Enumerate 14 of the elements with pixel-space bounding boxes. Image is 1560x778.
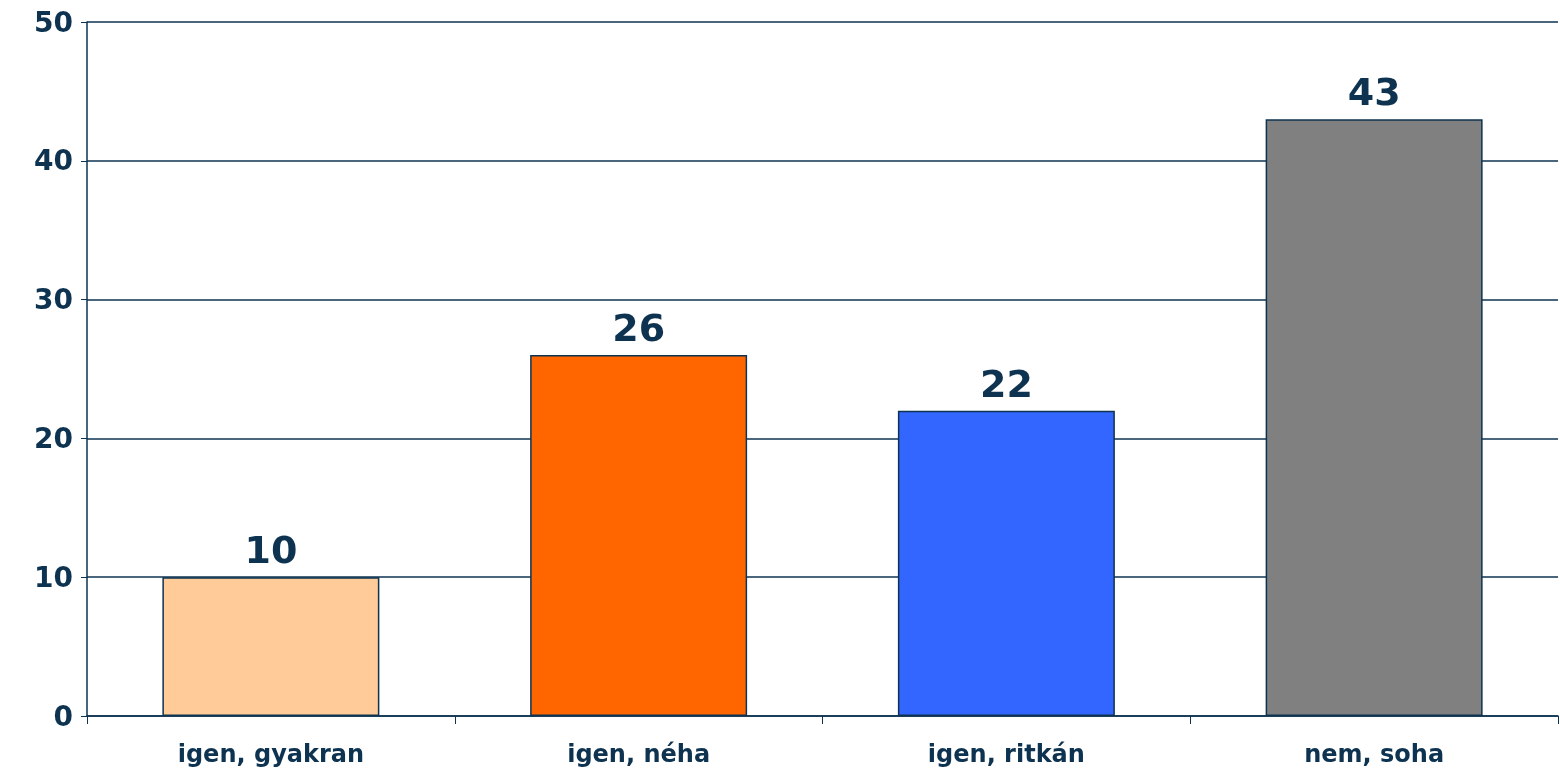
y-tick-label: 40 (34, 144, 73, 178)
x-tick-label: igen, gyakran (177, 740, 365, 768)
data-label: 26 (612, 306, 666, 351)
x-tick-label: igen, ritkán (927, 740, 1085, 768)
y-tick-label: 30 (34, 283, 73, 317)
y-tick-label: 0 (53, 699, 73, 733)
data-label: 10 (244, 528, 298, 573)
x-tick-label: nem, soha (1304, 740, 1445, 768)
data-label: 43 (1347, 70, 1401, 115)
y-tick-label: 50 (34, 5, 73, 39)
y-tick-label: 20 (34, 421, 73, 455)
x-tick-label: igen, néha (567, 740, 711, 768)
data-label: 22 (979, 361, 1033, 406)
y-tick-label: 10 (34, 560, 73, 594)
